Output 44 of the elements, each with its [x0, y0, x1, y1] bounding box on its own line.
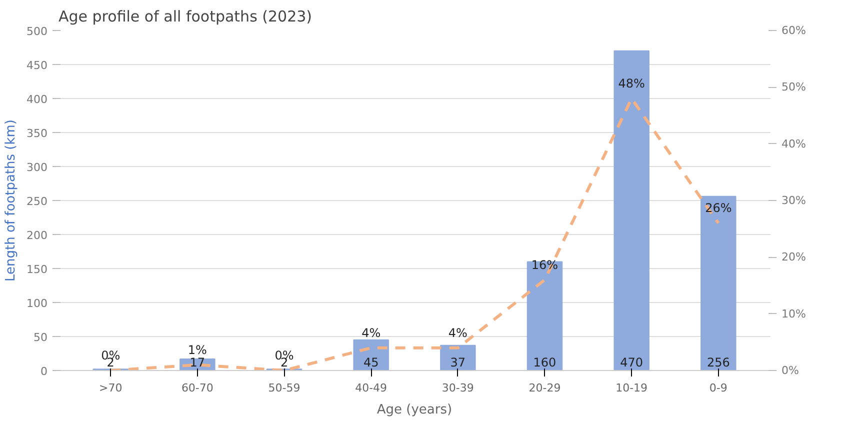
y-tick-label: 150 — [26, 263, 48, 276]
y-axis-title: Length of footpaths (km) — [4, 119, 19, 282]
x-tick-label: 0-9 — [709, 382, 728, 394]
data-label: 4% — [448, 326, 468, 340]
y-tick-label: 250 — [26, 195, 48, 208]
data-label: 1% — [188, 342, 207, 357]
data-label: 160 — [533, 356, 556, 370]
y2-tick-label: 60% — [782, 24, 806, 37]
y2-tick-label: 40% — [782, 137, 806, 150]
data-label: 17 — [190, 356, 206, 370]
y-tick-label: 0 — [40, 365, 48, 378]
y2-tick-label: 50% — [782, 80, 806, 94]
data-label: 4% — [362, 326, 381, 340]
x-axis-title: Age (years) — [376, 402, 452, 418]
y2-tick-label: 30% — [782, 194, 806, 207]
data-label: 48% — [618, 76, 645, 90]
x-tick-label: 40-49 — [355, 382, 388, 394]
y2-tick-label: 0% — [782, 364, 799, 377]
bar — [700, 196, 736, 370]
y-tick-label: 450 — [26, 59, 48, 72]
y-tick-label: 50 — [34, 331, 48, 344]
x-tick-label: 10-19 — [616, 382, 648, 394]
data-label: 16% — [531, 258, 558, 272]
x-tick-label: 30-39 — [442, 382, 474, 394]
y-tick-label: 300 — [26, 161, 48, 174]
bar — [526, 261, 563, 370]
y-tick-label: 350 — [26, 127, 48, 140]
data-label: 470 — [620, 356, 644, 370]
bar — [614, 50, 650, 370]
y2-tick-label: 10% — [782, 307, 806, 320]
y2-tick-label: 20% — [782, 250, 806, 264]
data-label: 45 — [363, 356, 379, 370]
data-label: 37 — [450, 356, 466, 370]
chart-title: Age profile of all footpaths (2023) — [58, 8, 312, 26]
x-tick-label: >70 — [98, 382, 122, 394]
y-tick-label: 200 — [26, 229, 48, 242]
x-tick-label: 50-59 — [268, 382, 300, 394]
y-tick-label: 400 — [26, 93, 48, 106]
x-tick-label: 20-29 — [528, 382, 561, 394]
data-label: 256 — [706, 356, 730, 370]
y-tick-label: 100 — [26, 297, 48, 310]
data-label: 26% — [705, 201, 732, 216]
x-tick-label: 60-70 — [181, 382, 214, 394]
y-tick-label: 500 — [26, 25, 48, 38]
